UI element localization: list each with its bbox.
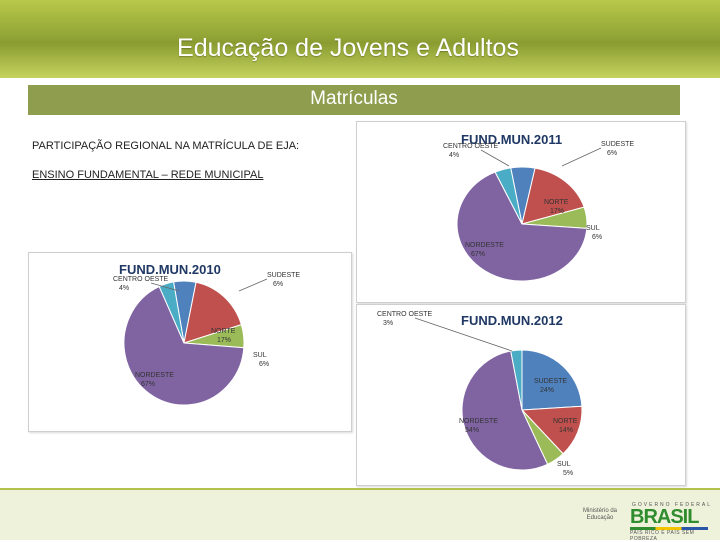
- chart-panel-2010: FUND.MUN.2010 SUDESTE 6% NORTE 17% SUL 6% NORDE…: [28, 252, 352, 432]
- leader-line: [414, 317, 513, 352]
- brasil-flag-stripe: [630, 527, 708, 530]
- chart-panel-2011: FUND.MUN.2011 SUDESTE 6% NORTE 17% SUL 6% NORDE…: [356, 121, 686, 303]
- pie-slice-sudeste: [521, 349, 583, 411]
- slice-label: NORTE: [553, 418, 578, 425]
- chart-title: FUND.MUN.2011: [461, 132, 562, 147]
- slice-label: NORDESTE: [459, 418, 498, 425]
- chart-title: FUND.MUN.2010: [119, 262, 221, 277]
- slice-label: CENTRO OESTE: [443, 143, 499, 150]
- pie-slice-nordeste: [456, 171, 588, 282]
- pie-slice-centro-oeste: [494, 167, 523, 225]
- slice-value-label: 17%: [217, 337, 231, 344]
- leader-line: [150, 282, 180, 292]
- pie-slice-centro-oeste: [158, 281, 185, 344]
- pie-chart-2010: FUND.MUN.2010 SUDESTE 6% NORTE 17% SUL 6% NORDE…: [113, 262, 300, 406]
- pie-slice-norte: [521, 167, 585, 225]
- slice-label: NORTE: [211, 328, 236, 335]
- slice-value-label: 3%: [383, 320, 393, 327]
- page-title: Educação de Jovens e Adultos: [177, 34, 519, 62]
- subheader-bar: Matrículas: [28, 85, 680, 115]
- pie-slice-nordeste: [123, 285, 245, 406]
- slice-value-label: 6%: [273, 281, 283, 288]
- footer-bar: [0, 490, 720, 540]
- slice-label: SUL: [557, 461, 571, 468]
- ministerio-logo: Ministério da Educação: [582, 508, 617, 521]
- pie-chart-2012: FUND.MUN.2012 SUDESTE 24% NORTE 14% SUL 5% NORD…: [377, 311, 583, 477]
- slice-label: SUDESTE: [267, 272, 300, 279]
- slice-value-label: 6%: [607, 150, 617, 157]
- pie-slice-norte: [520, 405, 583, 455]
- slice-value-label: 14%: [559, 427, 573, 434]
- section-title: Matrículas: [310, 88, 398, 109]
- slice-value-label: 67%: [471, 251, 485, 258]
- pie-slice-centro-oeste: [510, 349, 523, 411]
- slice-value-label: 4%: [119, 285, 129, 292]
- slice-value-label: 6%: [592, 234, 602, 241]
- slice-label: CENTRO OESTE: [377, 311, 433, 318]
- slice-value-label: 4%: [449, 152, 459, 159]
- brasil-slogan: PAÍS RICO É PAÍS SEM POBREZA: [630, 530, 695, 542]
- pie-slice-norte: [183, 281, 242, 344]
- slice-label: CENTRO OESTE: [113, 276, 169, 283]
- slice-label: SUL: [253, 352, 267, 359]
- slice-value-label: 24%: [540, 387, 554, 394]
- chart-title: FUND.MUN.2012: [461, 313, 563, 328]
- footer-divider: [0, 488, 720, 490]
- governo-federal-label: GOVERNO FEDERAL: [632, 502, 713, 508]
- brasil-logo: BRASIL: [630, 506, 699, 528]
- leader-line: [480, 149, 510, 167]
- slice-value-label: 67%: [141, 381, 155, 388]
- slice-label: SUL: [586, 225, 600, 232]
- pie-slice-nordeste: [461, 350, 549, 471]
- slice-label: SUDESTE: [534, 378, 567, 385]
- leader-line: [561, 147, 602, 167]
- chart-panel-2012: FUND.MUN.2012 SUDESTE 24% NORTE 14% SUL 5% NORD…: [356, 304, 686, 486]
- leader-line: [238, 278, 268, 292]
- slice-label: NORDESTE: [135, 372, 174, 379]
- description-line-1: PARTICIPAÇÃO REGIONAL NA MATRÍCULA DE EJ…: [32, 140, 300, 152]
- slice-value-label: 5%: [563, 470, 573, 477]
- pie-chart-2011: FUND.MUN.2011 SUDESTE 6% NORTE 17% SUL 6% NORDE…: [443, 132, 634, 282]
- slice-value-label: 6%: [259, 361, 269, 368]
- slice-label: NORDESTE: [465, 242, 504, 249]
- slice-label: SUDESTE: [601, 141, 634, 148]
- description-line-2: ENSINO FUNDAMENTAL – REDE MUNICIPAL: [32, 169, 264, 181]
- header-bar: Educação de Jovens e Adultos: [0, 0, 720, 78]
- slice-value-label: 54%: [465, 427, 479, 434]
- slice-value-label: 17%: [550, 208, 564, 215]
- slice-label: NORTE: [544, 199, 569, 206]
